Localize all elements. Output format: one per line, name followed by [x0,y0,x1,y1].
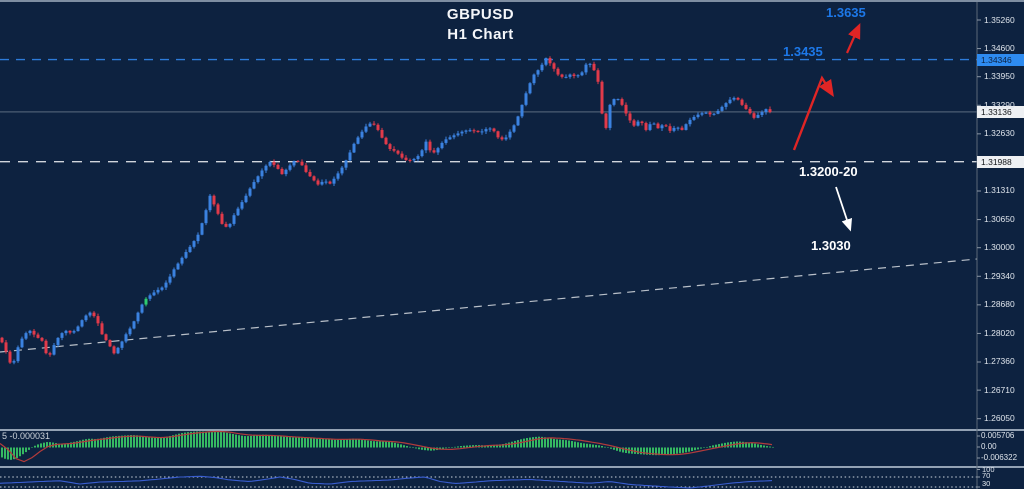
annotation-downside-target: 1.3030 [811,238,851,253]
axis-price-label: 1.35260 [984,14,1015,25]
timeframe-title: H1 Chart [447,26,514,43]
osc-scale-70: 70 [982,471,991,480]
rising-trendline [0,258,978,353]
axis-price-label: 1.32630 [984,128,1015,139]
indicator-value-label: 5 -0.000031 [2,431,51,441]
axis-price-label: 1.28020 [984,327,1015,338]
annotation-resistance-level: 1.3435 [783,44,823,59]
macd-scale-low: -0.006322 [981,453,1018,462]
axis-price-label: 1.29340 [984,270,1015,281]
price-tag-resistance: 1.34346 [977,54,1024,66]
price-tag-support: 1.31988 [977,156,1024,168]
axis-price-label: 1.34600 [984,43,1015,54]
candles-group [0,56,772,365]
axis-price-label: 1.31310 [984,185,1015,196]
axis-price-label: 1.30000 [984,242,1015,253]
macd-scale-high: 0.005706 [981,431,1015,440]
axis-price-label: 1.27360 [984,356,1015,367]
axis-price-label: 1.30650 [984,214,1015,225]
pane-separator-1 [0,429,1024,431]
axis-price-label: 1.28680 [984,299,1015,310]
pane-separator-2 [0,466,1024,468]
price-tag-current: 1.33136 [977,106,1024,118]
annotation-upside-target: 1.3635 [826,5,866,20]
macd-scale-zero: 0.00 [981,442,997,451]
window-top-border [0,0,1024,2]
osc-scale-30: 30 [982,479,991,488]
axis-price-label: 1.26710 [984,384,1015,395]
chart-title: GBPUSD H1 Chart [398,5,563,45]
symbol-title: GBPUSD [446,6,515,23]
axis-price-label: 1.26050 [984,413,1015,424]
macd-histogram-group [1,431,774,460]
axis-price-label: 1.33290 [984,99,1015,110]
annotation-support-zone: 1.3200-20 [799,164,858,179]
axis-price-label: 1.33950 [984,71,1015,82]
osc-scale-100: 100 [982,465,995,474]
oscillator-line [0,475,773,489]
macd-signal-line [0,430,773,463]
